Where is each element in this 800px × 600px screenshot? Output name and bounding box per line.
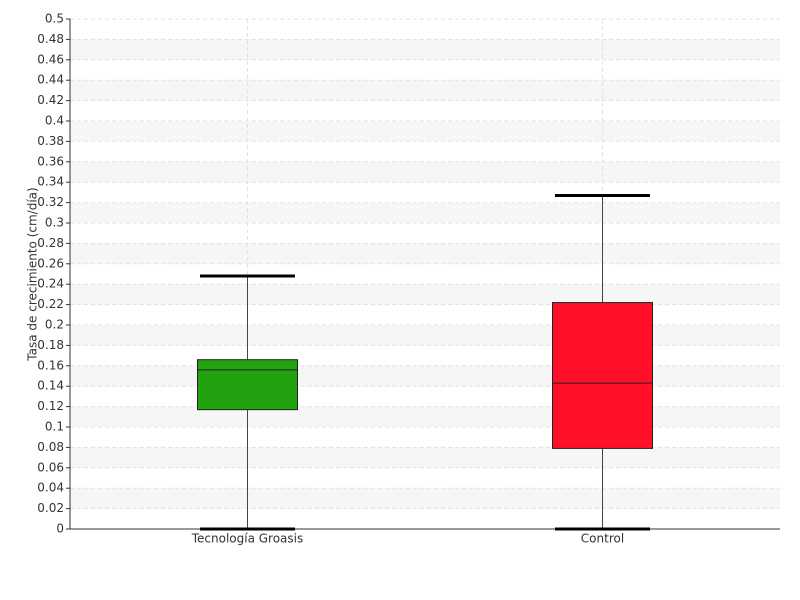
grid-band bbox=[70, 447, 780, 468]
y-tick-label: 0.5 bbox=[45, 12, 64, 26]
y-tick-label: 0.12 bbox=[37, 399, 64, 413]
grid-band bbox=[70, 161, 780, 183]
y-tick-label: 0.42 bbox=[37, 93, 64, 107]
grid-band bbox=[70, 39, 780, 60]
y-tick-label: 0.36 bbox=[37, 154, 64, 168]
grid-band bbox=[70, 202, 780, 223]
y-tick-label: 0.48 bbox=[37, 32, 64, 46]
y-axis-label: Tasa de crecimiento (cm/día) bbox=[26, 187, 40, 361]
box bbox=[552, 302, 653, 449]
grid-band bbox=[70, 325, 780, 346]
y-tick-label: 0.26 bbox=[37, 256, 64, 270]
y-tick-label: 0.06 bbox=[37, 460, 64, 474]
y-tick-label: 0.22 bbox=[37, 297, 64, 311]
y-tick-label: 0.28 bbox=[37, 236, 64, 250]
y-tick-label: 0.1 bbox=[45, 420, 64, 434]
y-tick-label: 0.46 bbox=[37, 52, 64, 66]
grid-band bbox=[70, 243, 780, 264]
y-tick-label: 0.04 bbox=[37, 481, 64, 495]
x-tick-label: Control bbox=[581, 532, 624, 546]
y-tick-label: 0.18 bbox=[37, 338, 64, 352]
y-tick-label: 0.08 bbox=[37, 440, 64, 454]
grid-band bbox=[70, 365, 780, 387]
y-tick-label: 0.32 bbox=[37, 195, 64, 209]
y-tick-label: 0.14 bbox=[37, 379, 64, 393]
y-tick-label: 0.24 bbox=[37, 277, 64, 291]
y-tick-label: 0.2 bbox=[45, 318, 64, 332]
x-tick-label: Tecnología Groasis bbox=[191, 532, 304, 546]
y-tick-label: 0.02 bbox=[37, 501, 64, 515]
grid-band bbox=[70, 284, 780, 305]
y-tick-label: 0.4 bbox=[45, 114, 64, 128]
y-tick-label: 0.3 bbox=[45, 216, 64, 230]
y-tick-label: 0.38 bbox=[37, 134, 64, 148]
y-tick-label: 0.44 bbox=[37, 73, 64, 87]
grid-band bbox=[70, 80, 780, 101]
grid-band bbox=[70, 121, 780, 142]
y-tick-label: 0.16 bbox=[37, 358, 64, 372]
y-tick-label: 0.34 bbox=[37, 175, 64, 189]
grid-band bbox=[70, 406, 780, 427]
box bbox=[197, 359, 298, 411]
y-tick-label: 0 bbox=[56, 522, 64, 536]
grid-band bbox=[70, 488, 780, 509]
